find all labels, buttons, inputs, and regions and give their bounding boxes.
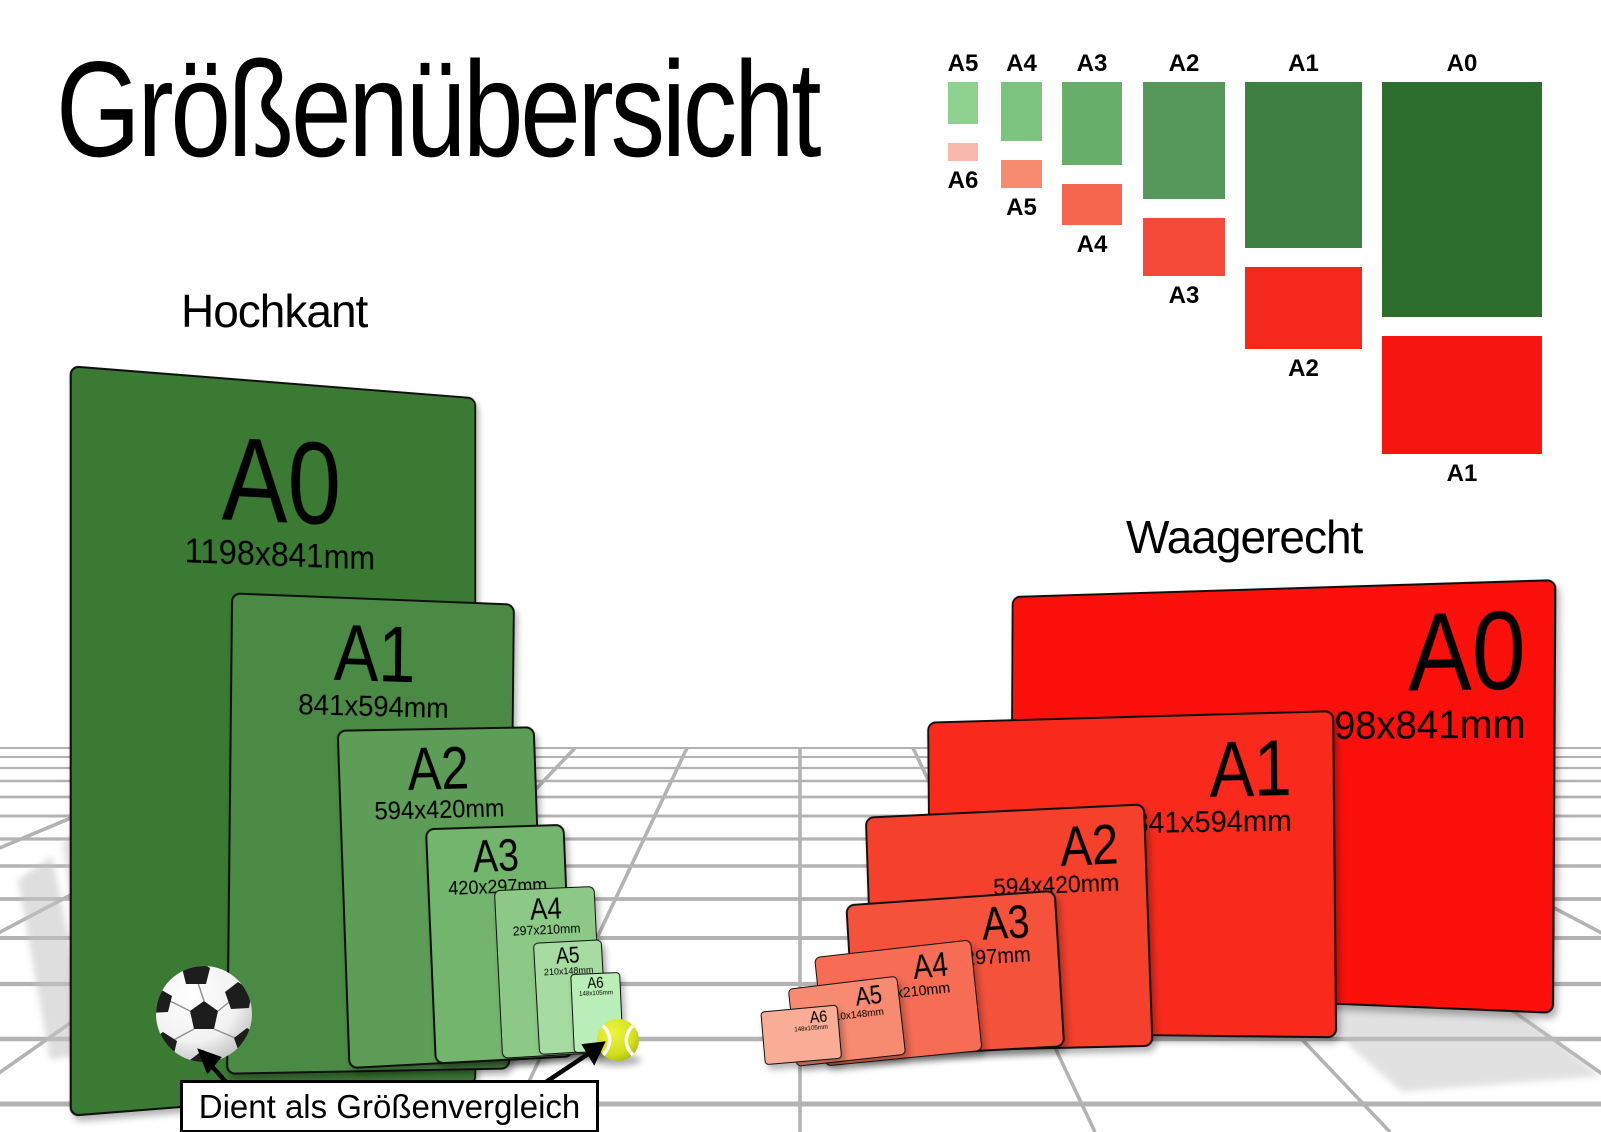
mini-green-rect: [948, 82, 978, 124]
sheet-size-label: A1: [1208, 722, 1292, 814]
mini-red-label: A6: [947, 167, 979, 194]
sheet-dimensions: 841x594mm: [298, 688, 450, 725]
mini-red-rect: [1245, 267, 1362, 349]
mini-green-rect: [1382, 82, 1542, 317]
sheet-dimensions: 1198x841mm: [184, 531, 376, 578]
sheet-size-label: A1: [333, 607, 416, 700]
mini-green-rect: [1245, 82, 1362, 248]
sheet-dimensions: 297x210mm: [512, 920, 581, 940]
mini-green-label: A5: [947, 50, 979, 77]
mini-red-rect: [1062, 184, 1122, 225]
sheet-size-label: A0: [1408, 586, 1527, 714]
mini-green-rect: [1062, 82, 1122, 165]
mini-chart-column: A3 A4: [1062, 50, 1122, 259]
caption-text: Dient als Größenvergleich: [198, 1087, 581, 1125]
mini-chart-column: A4 A5: [1001, 50, 1042, 222]
mini-chart-column: A1 A2: [1245, 50, 1362, 383]
mini-green-label: A1: [1288, 50, 1319, 77]
mini-green-label: A0: [1446, 50, 1478, 77]
mini-green-label: A3: [1076, 50, 1108, 77]
sheet-size-label: A3: [980, 894, 1031, 951]
sheet-dimensions: 148x105mm: [579, 989, 614, 998]
mini-red-label: A5: [1006, 194, 1037, 221]
page-title: Größenübersicht: [56, 33, 822, 185]
mini-chart-column: A5 A6: [948, 50, 979, 195]
sheet-size-label: A5: [555, 941, 581, 969]
mini-red-label: A4: [1076, 231, 1108, 258]
mini-green-rect: [1001, 82, 1042, 141]
mini-red-label: A1: [1446, 460, 1478, 487]
mini-red-rect: [1001, 160, 1042, 188]
sheet-dimensions: 841x594mm: [1132, 804, 1292, 841]
landscape-section-label: Waagerecht: [1126, 511, 1363, 563]
sheet-dimensions: 148x105mm: [794, 1023, 829, 1034]
sheet-size-label: A0: [221, 411, 341, 551]
mini-chart-column: A2 A3: [1143, 50, 1225, 310]
sheet-size-label: A2: [406, 734, 470, 803]
mini-green-label: A2: [1168, 50, 1200, 77]
mini-red-rect: [1382, 336, 1542, 454]
format-overview-mini-chart: A5 A6 A4 A5 A3 A4 A2 A3 A1 A2: [0, 0, 1601, 520]
sheet-dimensions: 594x420mm: [373, 794, 505, 826]
sheet-size-label: A3: [472, 829, 521, 882]
sheet-portrait-a6: A6 148x105mm: [570, 971, 624, 1054]
portrait-section-label: Hochkant: [181, 285, 368, 337]
sheet-landscape-a6: A6 148x105mm: [760, 1004, 843, 1066]
sheet-size-label: A2: [1058, 811, 1119, 878]
mini-red-rect: [1143, 218, 1225, 276]
caption-box: Dient als Größenvergleich: [180, 1080, 599, 1132]
mini-red-label: A2: [1288, 355, 1319, 382]
mini-red-label: A3: [1168, 282, 1200, 309]
sheet-size-label: A4: [528, 890, 563, 927]
mini-red-rect: [948, 143, 978, 161]
sheet-size-label: A4: [911, 945, 951, 987]
mini-green-label: A4: [1006, 50, 1037, 77]
mini-chart-column: A0 A1: [1382, 50, 1542, 488]
mini-green-rect: [1143, 82, 1225, 199]
